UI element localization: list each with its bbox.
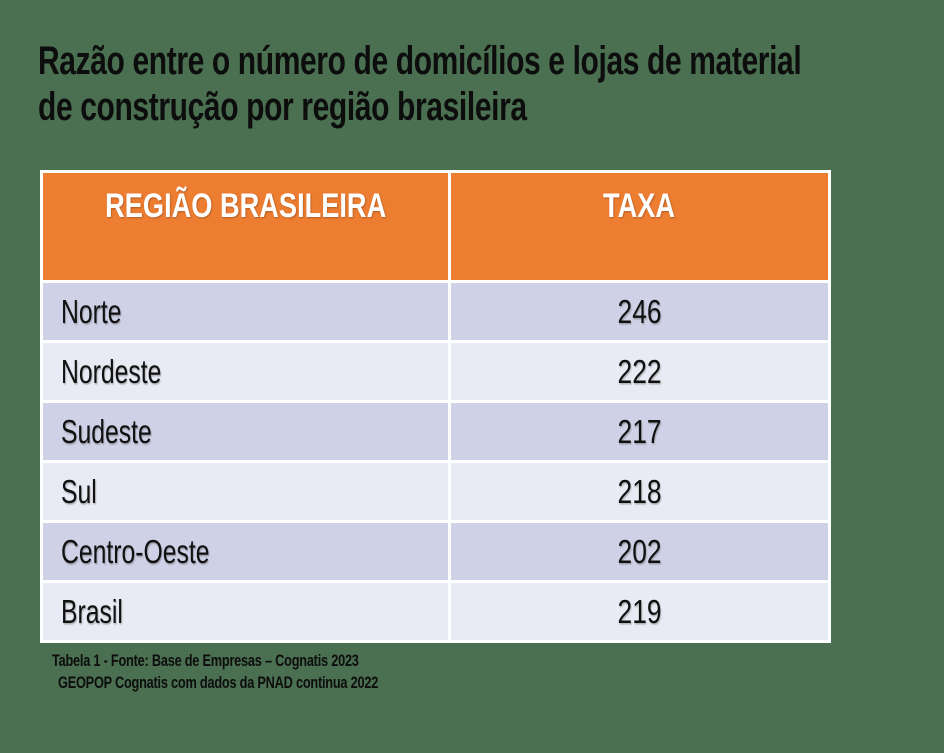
column-header-region: REGIÃO BRASILEIRA xyxy=(40,170,451,283)
table-row: Centro-Oeste 202 xyxy=(40,520,831,583)
region-name-cell: Sul xyxy=(40,460,451,523)
column-header-taxa-label: TAXA xyxy=(603,187,676,225)
region-name-cell: Centro-Oeste xyxy=(40,520,451,583)
table-header-row: REGIÃO BRASILEIRA TAXA xyxy=(40,170,831,283)
table-row: Brasil 219 xyxy=(40,580,831,643)
region-name-cell: Nordeste xyxy=(40,340,451,403)
taxa-value-cell: 217 xyxy=(448,400,831,463)
page-title: Razão entre o número de domicílios e loj… xyxy=(38,38,914,130)
column-header-taxa: TAXA xyxy=(448,170,831,283)
taxa-value-cell: 222 xyxy=(448,340,831,403)
column-header-region-label: REGIÃO BRASILEIRA xyxy=(104,187,387,225)
taxa-value-cell: 218 xyxy=(448,460,831,523)
source-note-line-1: Tabela 1 - Fonte: Base de Empresas – Cog… xyxy=(52,651,359,670)
taxa-value-cell: 246 xyxy=(448,280,831,343)
source-note: Tabela 1 - Fonte: Base de Empresas – Cog… xyxy=(52,650,944,694)
table-row: Norte 246 xyxy=(40,280,831,343)
region-name-cell: Norte xyxy=(40,280,451,343)
ratio-table-container: REGIÃO BRASILEIRA TAXA Norte 246 Nordest… xyxy=(40,170,944,643)
page-title-line-1: Razão entre o número de domicílios e loj… xyxy=(38,39,802,83)
taxa-value-cell: 219 xyxy=(448,580,831,643)
taxa-value-cell: 202 xyxy=(448,520,831,583)
table-row: Nordeste 222 xyxy=(40,340,831,403)
ratio-table: REGIÃO BRASILEIRA TAXA Norte 246 Nordest… xyxy=(40,170,831,643)
page-title-line-2: de construção por região brasileira xyxy=(38,85,527,129)
region-name-cell: Sudeste xyxy=(40,400,451,463)
table-row: Sul 218 xyxy=(40,460,831,523)
table-row: Sudeste 217 xyxy=(40,400,831,463)
source-note-line-2: GEOPOP Cognatis com dados da PNAD contin… xyxy=(58,673,379,692)
region-name-cell: Brasil xyxy=(40,580,451,643)
